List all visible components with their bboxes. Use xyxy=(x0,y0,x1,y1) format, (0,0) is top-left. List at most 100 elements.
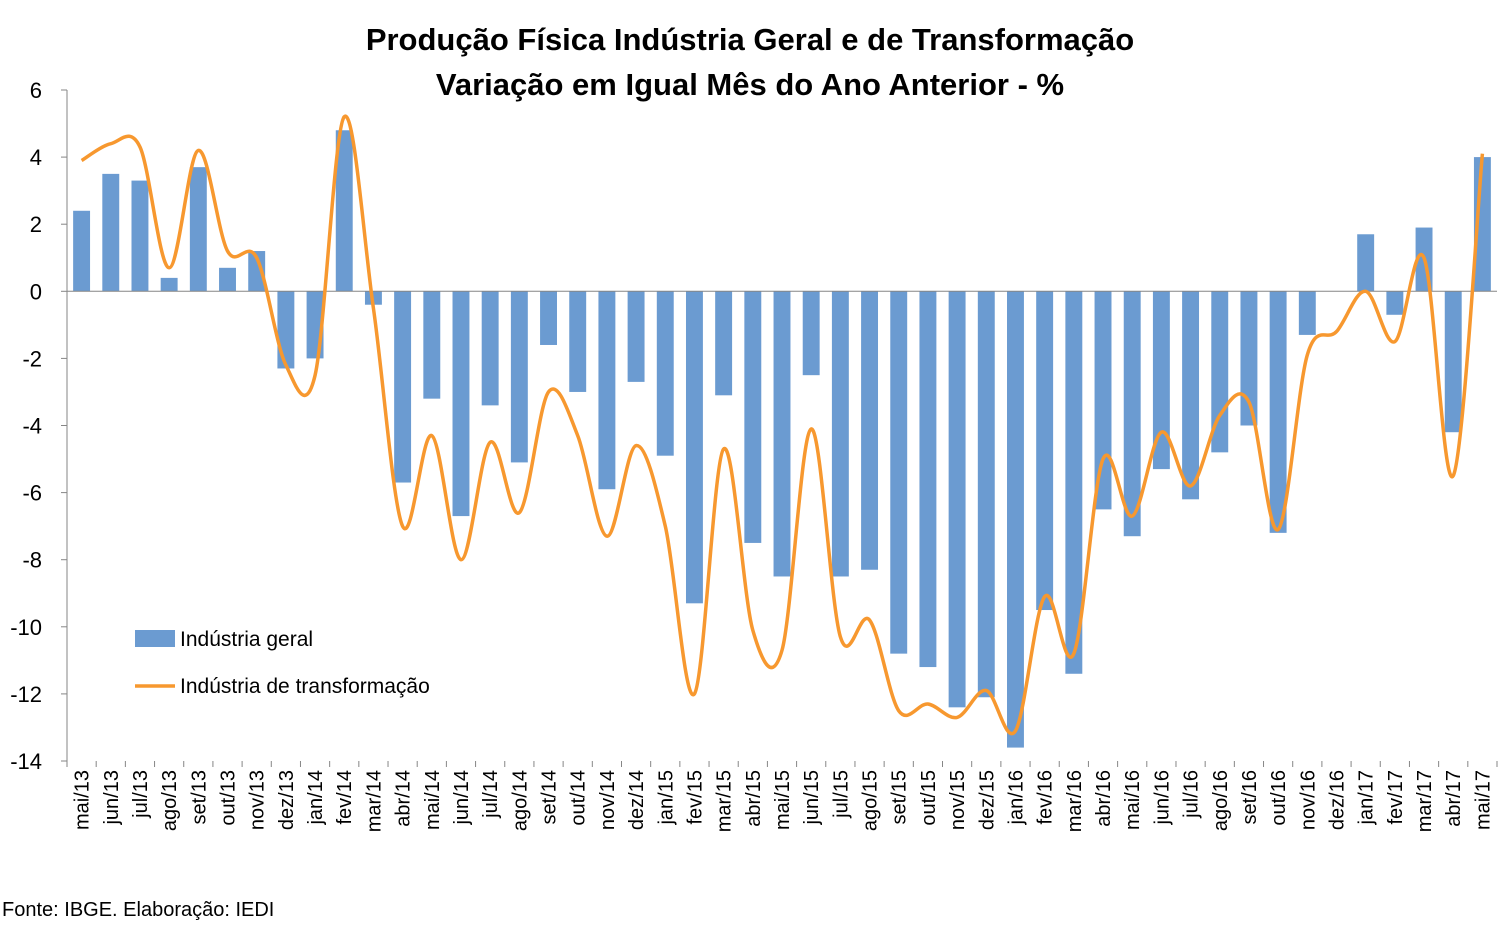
bar xyxy=(1036,291,1054,611)
x-tick-label: jan/16 xyxy=(1005,770,1027,826)
x-tick-label: jun/14 xyxy=(451,770,473,826)
x-tick-label: abr/17 xyxy=(1443,770,1465,827)
x-tick-label: nov/15 xyxy=(947,770,969,830)
x-tick-label: mar/16 xyxy=(1064,770,1086,832)
bar xyxy=(335,130,353,292)
bar xyxy=(1182,291,1200,500)
x-tick-label: jul/15 xyxy=(830,770,852,819)
x-tick-label: set/13 xyxy=(188,770,210,824)
y-axis: 6 4 2 0 -2 -4 -6 -8 -10 -12 -14 xyxy=(10,78,68,774)
bar xyxy=(802,291,820,376)
bar xyxy=(102,173,120,292)
bar-series xyxy=(73,130,1491,748)
x-tick-label: mar/14 xyxy=(363,770,385,832)
x-tick-label: dez/14 xyxy=(626,770,648,830)
y-tick-label: -4 xyxy=(22,414,42,439)
bar xyxy=(1444,291,1462,433)
x-tick-label: set/16 xyxy=(1239,770,1261,824)
x-tick-label: abr/15 xyxy=(743,770,765,827)
x-tick-label: nov/14 xyxy=(597,770,619,830)
x-tick-label: mai/13 xyxy=(72,770,94,830)
line-series xyxy=(80,114,1485,736)
x-tick-label: dez/13 xyxy=(276,770,298,830)
x-tick-label: fev/15 xyxy=(684,770,706,824)
x-tick-label: mai/14 xyxy=(422,770,444,830)
x-tick-label: dez/15 xyxy=(976,770,998,830)
x-tick-label: out/13 xyxy=(218,770,240,826)
bar xyxy=(977,291,995,698)
y-tick-label: 0 xyxy=(30,279,42,304)
bar xyxy=(1007,291,1024,748)
bar xyxy=(423,291,441,399)
y-tick-label: -12 xyxy=(10,682,42,707)
x-tick-label: ago/15 xyxy=(860,770,882,831)
x-tick-label: mai/17 xyxy=(1472,770,1494,830)
x-tick-label: abr/16 xyxy=(1093,770,1115,827)
x-tick-label: jul/16 xyxy=(1181,770,1203,819)
y-tick-label: -14 xyxy=(10,749,42,774)
x-tick-label: mai/15 xyxy=(772,770,794,830)
x-tick-label: jun/13 xyxy=(101,770,123,826)
bar xyxy=(656,291,674,456)
legend-label-bar: Indústria geral xyxy=(180,628,313,651)
x-tick-label: fev/14 xyxy=(334,770,356,824)
x-tick-label: ago/16 xyxy=(1210,770,1232,831)
bar xyxy=(948,291,966,708)
x-tick-label: ago/14 xyxy=(509,770,531,831)
y-tick-label: 6 xyxy=(30,78,42,103)
x-tick-label: ago/13 xyxy=(159,770,181,831)
bar xyxy=(219,267,236,292)
bar xyxy=(540,291,557,345)
bar xyxy=(919,291,937,668)
x-tick-label: out/15 xyxy=(918,770,940,826)
bar xyxy=(569,291,587,392)
bar xyxy=(277,291,295,369)
x-tick-label: fev/16 xyxy=(1035,770,1057,824)
x-tick-label: jan/14 xyxy=(305,770,327,826)
legend-label-line: Indústria de transformação xyxy=(180,675,430,698)
bar xyxy=(890,291,908,654)
bar xyxy=(1357,234,1375,292)
x-tick-label: out/14 xyxy=(568,770,590,826)
x-tick-label: mar/15 xyxy=(714,770,736,832)
x-tick-label: jan/17 xyxy=(1356,770,1378,826)
x-tick-label: jul/13 xyxy=(130,770,152,819)
x-tick-label: nov/13 xyxy=(247,770,269,830)
y-tick-label: -8 xyxy=(22,548,42,573)
bar xyxy=(452,291,470,517)
bar xyxy=(598,291,616,490)
bar xyxy=(481,291,499,406)
source-note: Fonte: IBGE. Elaboração: IEDI xyxy=(2,899,275,921)
bar xyxy=(1123,291,1141,537)
y-tick-label: 2 xyxy=(30,212,42,237)
y-tick-label: 4 xyxy=(30,145,42,170)
y-tick-label: -10 xyxy=(10,615,42,640)
bar xyxy=(1065,291,1083,674)
bar xyxy=(73,210,91,292)
bar xyxy=(394,291,412,483)
y-tick-label: -2 xyxy=(22,346,42,371)
bar xyxy=(1386,291,1404,315)
x-tick-label: set/15 xyxy=(889,770,911,824)
bar xyxy=(685,291,703,604)
x-tick-label: out/16 xyxy=(1268,770,1290,826)
x-tick-label: jun/15 xyxy=(801,770,823,826)
x-tick-label: mai/16 xyxy=(1122,770,1144,830)
x-tick-label: jul/14 xyxy=(480,770,502,819)
bar xyxy=(627,291,645,382)
x-tick-label: dez/16 xyxy=(1326,770,1348,830)
y-tick-label: -6 xyxy=(22,481,42,506)
bar xyxy=(1240,291,1258,426)
bar xyxy=(773,291,791,577)
x-axis: mai/13 jun/13 jul/13 ago/13 set/13 out/13 nov/… xyxy=(66,761,1498,832)
legend-swatch-bar xyxy=(135,630,175,647)
bar xyxy=(131,180,149,292)
bar xyxy=(248,251,266,292)
x-tick-label: jun/16 xyxy=(1151,770,1173,826)
x-tick-label: abr/14 xyxy=(393,770,415,827)
bar xyxy=(1152,291,1170,470)
bar xyxy=(831,291,849,577)
x-tick-label: fev/17 xyxy=(1385,770,1407,824)
bar xyxy=(744,291,762,543)
x-tick-label: nov/16 xyxy=(1297,770,1319,830)
